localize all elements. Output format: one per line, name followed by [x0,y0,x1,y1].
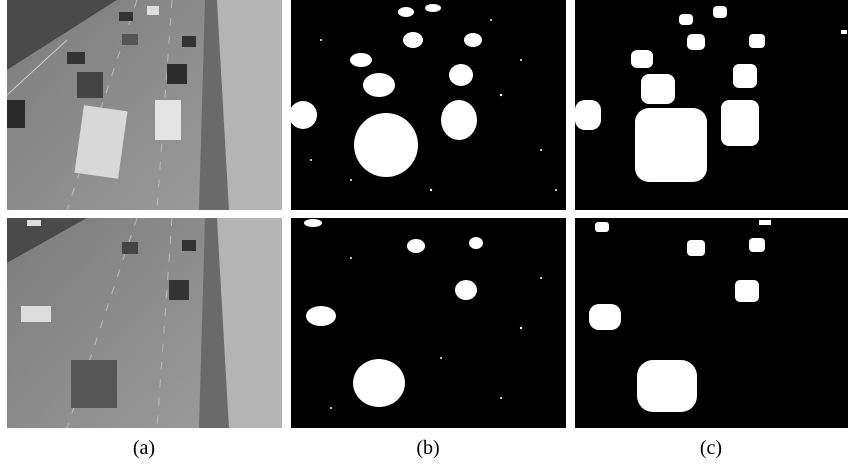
noisy-mask [289,0,566,210]
clean-mask [575,0,848,210]
caption: (c) [700,437,722,459]
page: (a) (b) (c) (() => { const data = JSON.p… [0,0,849,468]
noisy-mask [291,218,566,428]
figure: (a) (b) (c) [0,0,849,468]
caption: (b) [416,437,439,459]
clean-mask [575,218,848,428]
caption: (a) [133,437,155,459]
frame-image [7,218,282,428]
frame-image [7,0,282,210]
